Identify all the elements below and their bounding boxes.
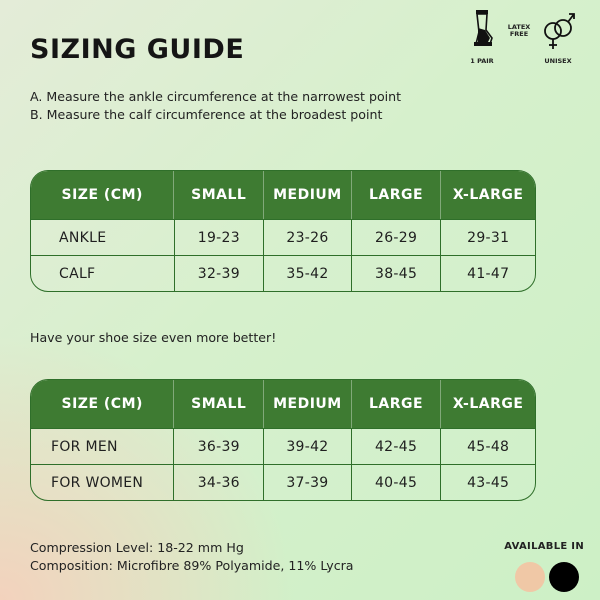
header-cell: MEDIUM [264, 171, 352, 219]
table-cell: 36-39 [174, 429, 265, 464]
table-cell: 43-45 [467, 474, 510, 491]
table-cell: 41-47 [467, 265, 510, 282]
color-swatch-black[interactable] [549, 562, 579, 592]
latex-label-line2: FREE [509, 30, 529, 38]
unisex-badge: UNISEX [538, 8, 578, 65]
header-cell: SMALL [174, 380, 265, 428]
latex-free-badge: LATEX FREE [504, 24, 534, 38]
table-cell: 23-26 [264, 220, 352, 255]
table-cell: 35-42 [264, 256, 352, 291]
table-cell: 26-29 [352, 220, 442, 255]
calf-size-table: SIZE (CM) SMALL MEDIUM LARGE X-LARGE ANK… [30, 170, 536, 292]
header-cell: SIZE (CM) [31, 380, 175, 428]
header-cell: LARGE [352, 171, 442, 219]
table-header-row: SIZE (CM) SMALL MEDIUM LARGE X-LARGE [31, 171, 535, 219]
unisex-label: UNISEX [544, 57, 572, 65]
table-cell: 37-39 [264, 465, 352, 500]
table-cell: 19-23 [175, 220, 265, 255]
instruction-calf: B. Measure the calf circumference at the… [30, 107, 383, 122]
color-swatch-beige[interactable] [515, 562, 545, 592]
header-cell: X-LARGE [452, 187, 524, 203]
table-cell: 42-45 [352, 429, 442, 464]
venus-mars-icon [544, 13, 575, 49]
header-cell: X-LARGE [452, 396, 524, 412]
header-cell: LARGE [352, 380, 442, 428]
table-cell: 34-36 [174, 465, 265, 500]
row-label: ANKLE [31, 220, 175, 255]
header-cell: MEDIUM [264, 380, 352, 428]
table-cell: 38-45 [352, 256, 442, 291]
pair-badge: 1 PAIR [468, 8, 496, 65]
table-cell: 29-31 [467, 229, 510, 246]
available-in-label: AVAILABLE IN [504, 541, 584, 552]
header-cell: SIZE (CM) [31, 171, 175, 219]
product-specs: Compression Level: 18-22 mm Hg Compositi… [30, 539, 354, 575]
row-label: CALF [31, 256, 175, 291]
latex-label-line1: LATEX [507, 23, 531, 31]
sock-icon [474, 10, 493, 46]
table-row: ANKLE 19-23 23-26 26-29 29-31 [31, 219, 535, 255]
row-label: FOR MEN [31, 429, 175, 464]
pair-label: 1 PAIR [470, 57, 494, 65]
table-header-row: SIZE (CM) SMALL MEDIUM LARGE X-LARGE [31, 380, 535, 428]
shoe-size-note: Have your shoe size even more better! [30, 330, 277, 345]
table-row: CALF 32-39 35-42 38-45 41-47 [31, 255, 535, 291]
shoe-size-table: SIZE (CM) SMALL MEDIUM LARGE X-LARGE FOR… [30, 379, 536, 501]
table-cell: 39-42 [264, 429, 352, 464]
table-row: FOR MEN 36-39 39-42 42-45 45-48 [31, 428, 535, 464]
table-cell: 45-48 [467, 438, 510, 455]
instruction-ankle: A. Measure the ankle circumference at th… [30, 89, 402, 104]
table-row: FOR WOMEN 34-36 37-39 40-45 43-45 [31, 464, 535, 500]
row-label: FOR WOMEN [31, 465, 175, 500]
header-cell: SMALL [174, 171, 265, 219]
table-cell: 40-45 [352, 465, 442, 500]
feature-badges: 1 PAIR LATEX FREE UNISEX [468, 8, 578, 68]
composition: Composition: Microfibre 89% Polyamide, 1… [30, 558, 354, 573]
table-cell: 32-39 [175, 256, 265, 291]
measurement-instructions: A. Measure the ankle circumference at th… [30, 88, 401, 124]
compression-level: Compression Level: 18-22 mm Hg [30, 540, 244, 555]
page-title: SIZING GUIDE [30, 34, 245, 65]
